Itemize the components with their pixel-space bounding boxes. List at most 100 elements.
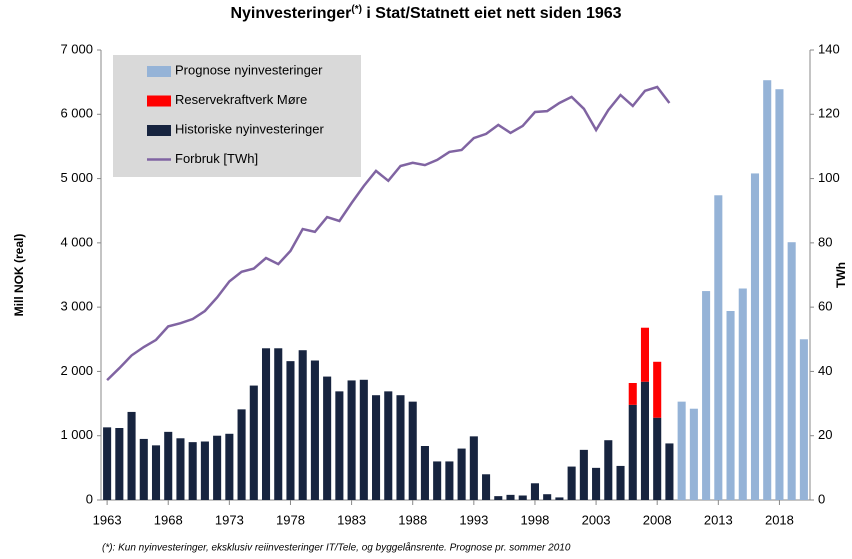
bar: [799, 339, 808, 500]
x-tick-label: 1998: [520, 512, 549, 527]
y-tick-label: 0: [86, 491, 93, 506]
bar: [249, 385, 258, 500]
bar: [567, 466, 576, 500]
line: [106, 85, 671, 381]
bar: [323, 376, 332, 500]
bar: [653, 417, 662, 500]
y-tick-label: 1 000: [60, 427, 93, 442]
bar: [555, 497, 564, 500]
y2-tick-label: 20: [818, 427, 832, 442]
bar: [420, 446, 429, 500]
x-tick-label: 1993: [459, 512, 488, 527]
bar: [151, 445, 161, 500]
x-tick-label: 2008: [643, 512, 672, 527]
bar: [359, 379, 368, 500]
y2-tick-label: 40: [818, 363, 832, 378]
y-tick-label: 7 000: [60, 41, 93, 56]
bar: [482, 474, 491, 500]
bar: [188, 442, 197, 500]
x-tick-label: 1968: [154, 512, 183, 527]
bar: [445, 461, 454, 500]
y-tick-label: 3 000: [60, 299, 93, 314]
y2-tick-label: 120: [818, 106, 840, 121]
bar: [506, 494, 515, 500]
bar: [347, 380, 356, 500]
bar: [384, 391, 393, 500]
bar: [775, 89, 784, 500]
chart-title: Nyinvesteringer(*) i Stat/Statnett eiet …: [230, 4, 621, 23]
bar: [274, 348, 283, 500]
bar: [616, 465, 625, 500]
y2-axis-label: TWh: [834, 262, 848, 288]
x-tick-label: 1988: [398, 512, 427, 527]
bar: [530, 483, 539, 500]
y-tick-label: 2 000: [60, 363, 93, 378]
bar: [738, 288, 747, 500]
legend-swatch: [147, 125, 171, 136]
legend-label: Prognose nyinvesteringer: [175, 62, 323, 77]
bar: [592, 467, 601, 500]
bar: [628, 404, 637, 500]
bar: [579, 449, 588, 500]
y-axis-label: Mill NOK (real): [12, 234, 26, 317]
legend-swatch: [147, 66, 171, 77]
footnote: (*): Kun nyinvesteringer, eksklusiv reii…: [102, 542, 571, 554]
bar: [702, 291, 711, 500]
y2-tick-label: 60: [818, 299, 832, 314]
x-tick-label: 1983: [337, 512, 366, 527]
bar: [750, 173, 760, 500]
bar: [665, 443, 674, 500]
x-tick-label: 2003: [582, 512, 611, 527]
bar: [127, 411, 136, 500]
y-tick-label: 4 000: [60, 234, 93, 249]
bar: [543, 494, 552, 500]
y-tick-label: 6 000: [60, 106, 93, 121]
x-tick-label: 1973: [215, 512, 244, 527]
title-superscript: (*): [351, 4, 362, 15]
legend-label: Historiske nyinvesteringer: [175, 121, 325, 136]
bar: [640, 381, 650, 500]
legend-label: Reservekraftverk Møre: [175, 92, 307, 107]
bar: [200, 441, 209, 500]
legend-label: Forbruk [TWh]: [175, 151, 258, 166]
bar: [396, 395, 405, 500]
bar: [237, 409, 246, 500]
bar: [494, 496, 503, 500]
bar: [653, 361, 662, 418]
bar: [286, 361, 295, 500]
bar: [714, 195, 723, 501]
y2-tick-label: 0: [818, 491, 825, 506]
x-tick-label: 1963: [93, 512, 122, 527]
bar: [787, 242, 796, 500]
bar: [261, 348, 271, 500]
bar: [518, 495, 527, 500]
x-tick-label: 2018: [765, 512, 794, 527]
bar: [689, 408, 698, 500]
bar: [677, 401, 686, 500]
bar: [310, 360, 319, 500]
bar: [213, 435, 222, 500]
title-main: Nyinvesteringer: [230, 5, 351, 22]
bar: [640, 327, 650, 382]
bar: [298, 350, 307, 500]
bar: [457, 448, 466, 500]
bar: [225, 433, 234, 500]
x-tick-label: 1978: [276, 512, 305, 527]
bar: [763, 80, 772, 500]
x-tick-label: 2013: [704, 512, 733, 527]
bar: [164, 431, 173, 500]
y2-tick-label: 80: [818, 234, 832, 249]
bar: [628, 383, 637, 405]
bar: [469, 436, 478, 500]
legend-swatch: [147, 95, 171, 107]
bar: [372, 395, 381, 500]
bar: [726, 311, 735, 500]
bar: [139, 438, 148, 500]
bar: [335, 391, 344, 500]
y-tick-label: 5 000: [60, 170, 93, 185]
bar: [604, 440, 613, 500]
y2-tick-label: 140: [818, 41, 840, 56]
bar: [103, 427, 112, 500]
title-rest: i Stat/Statnett eiet nett siden 1963: [362, 5, 622, 22]
